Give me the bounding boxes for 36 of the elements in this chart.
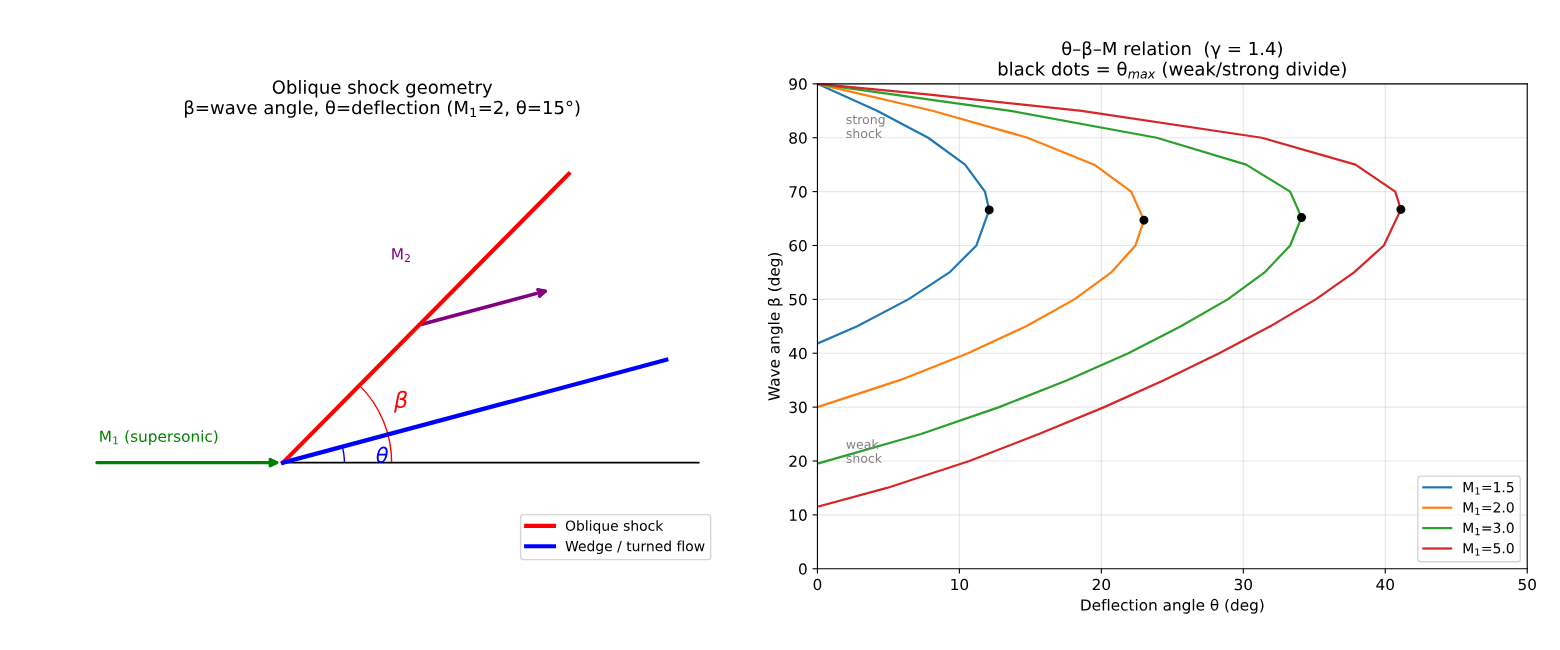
text: β [393,390,407,413]
x-tick-label: 20 [1092,578,1111,591]
text: θ [376,446,388,463]
legend-label: M$_{1}$=2.0 [1463,502,1514,515]
y-tick-label: 20 [789,455,807,468]
text: Oblique shock geometry β=wave angle, θ=deflection (M$_{1}$=2, θ=15°) [185,79,580,118]
legend-label: M$_{1}$=5.0 [1463,542,1514,556]
y-tick-label: 30 [789,401,807,414]
y-tick-label: 40 [789,347,807,360]
point [1396,204,1406,214]
chart-title: θ–β–M relation (γ = 1.4) black dots = θ$_{max}$ (weak/strong divide) [998,41,1346,80]
y-tick-label: 60 [789,239,807,252]
point [1297,212,1307,222]
annotation: weak shock [846,439,882,463]
legend-label: Wedge / turned flow [565,540,705,555]
text: M$_{1}$ (supersonic) [100,430,218,445]
y-tick-label: 10 [789,509,807,521]
y-tick-label: 0 [799,563,807,575]
legend-label: M$_{1}$=3.0 [1463,522,1514,536]
legend-label: M$_{1}$=1.5 [1463,482,1514,495]
x-tick-label: 40 [1376,578,1394,591]
y-tick-label: 90 [789,78,807,90]
y-tick-label: 80 [789,132,807,144]
x-tick-label: 30 [1234,578,1253,591]
point [1139,215,1149,225]
x-tick-label: 50 [1518,578,1536,591]
x-tick-label: 0 [813,578,822,591]
x-tick-label: 10 [951,578,969,591]
legend-label: Oblique shock [565,520,664,534]
y-tick-label: 70 [789,186,807,198]
x-axis-title: Deflection angle θ (deg) [1081,598,1264,614]
text: M$_{2}$ [392,248,410,262]
y-axis-title: Wave angle β (deg) [767,252,783,401]
point [984,205,994,215]
y-tick-label: 50 [789,293,807,306]
annotation: strong shock [846,115,885,139]
